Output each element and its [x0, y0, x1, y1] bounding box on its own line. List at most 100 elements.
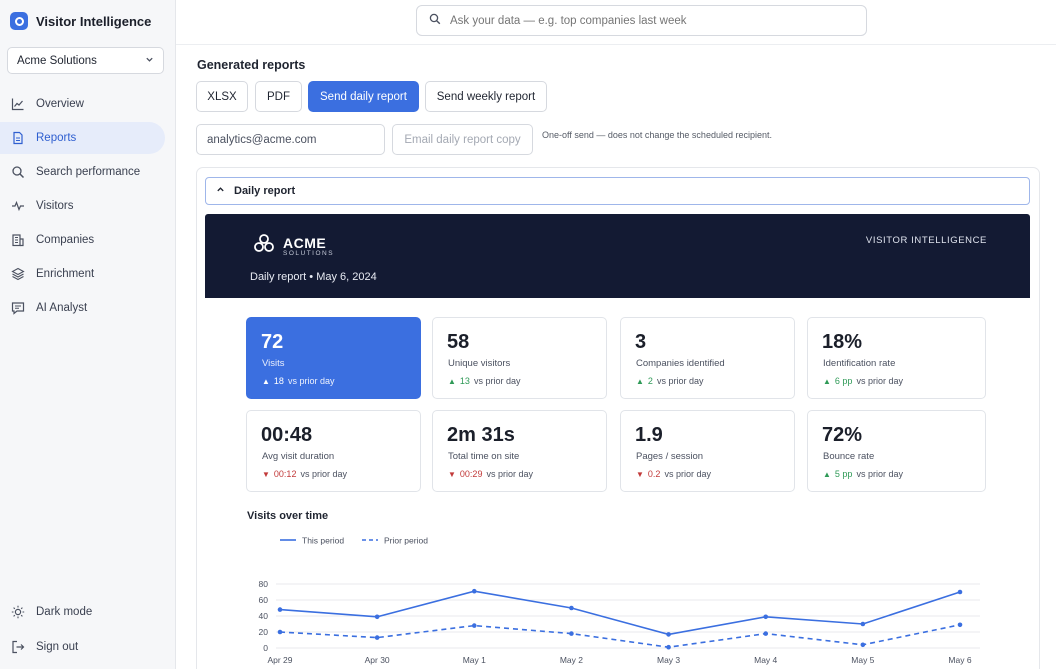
kpi-label: Unique visitors	[448, 358, 511, 369]
kpi-card: 3 Companies identified ▲ 2 vs prior day	[620, 317, 795, 399]
brand[interactable]: Visitor Intelligence	[10, 12, 151, 30]
x-tick-label: May 4	[754, 655, 777, 665]
search-input[interactable]	[450, 14, 830, 27]
report-preview-card	[196, 167, 1040, 669]
kpi-label: Bounce rate	[823, 451, 875, 462]
kpi-delta-value: 2	[647, 376, 653, 386]
data-point	[763, 614, 769, 620]
kpi-card: 00:48 Avg visit duration ▼ 00:12 vs prior da…	[246, 410, 421, 492]
send-weekly-report-button[interactable]: Send weekly report	[425, 81, 547, 112]
header-divider	[176, 44, 1056, 45]
chevron-down-icon	[145, 55, 154, 67]
arrow-down-icon: ▼	[636, 469, 644, 479]
kpi-delta: ▼ 00:29 vs prior day	[448, 469, 533, 479]
data-point	[374, 614, 380, 620]
chart-title: Visits over time	[247, 510, 329, 522]
kpi-delta: ▼ 0.2 vs prior day	[636, 469, 711, 479]
sidebar-item-visitors[interactable]: Visitors	[0, 190, 165, 222]
kpi-label: Visits	[262, 358, 285, 369]
kpi-delta: ▲ 6 pp vs prior day	[823, 376, 903, 386]
chat-icon	[11, 301, 25, 315]
sidebar-nav: Overview Reports Search performance Visi…	[0, 86, 176, 324]
sign-out-button[interactable]: Sign out	[0, 631, 165, 663]
sidebar-item-label: Enrichment	[36, 268, 95, 280]
sidebar-item-enrichment[interactable]: Enrichment	[0, 258, 165, 290]
kpi-value: 18%	[822, 331, 863, 353]
data-point	[569, 631, 574, 636]
sidebar-item-label: Search performance	[36, 166, 141, 178]
org-select[interactable]: Acme Solutions	[7, 47, 164, 74]
report-date: Daily report • May 6, 2024	[250, 271, 377, 283]
dark-mode-toggle[interactable]: Dark mode	[0, 596, 165, 628]
sidebar-item-label: Overview	[36, 98, 84, 110]
data-point	[374, 635, 380, 640]
y-tick-label: 40	[259, 611, 269, 621]
arrow-down-icon: ▼	[448, 469, 456, 479]
send-daily-report-button[interactable]: Send daily report	[308, 81, 419, 112]
kpi-card: 2m 31s Total time on site ▼ 00:29 vs prior d…	[432, 410, 607, 492]
kpi-label: Identification rate	[823, 358, 896, 369]
arrow-up-icon: ▲	[823, 469, 831, 479]
pulse-icon	[11, 199, 25, 213]
kpi-card: 58 Unique visitors ▲ 13 vs prior day	[432, 317, 607, 399]
series-line	[279, 624, 961, 649]
data-point	[666, 632, 671, 637]
arrow-up-icon: ▲	[636, 376, 644, 386]
layers-icon	[11, 267, 25, 281]
kpi-value: 2m 31s	[447, 424, 515, 446]
y-tick-label: 0	[263, 643, 268, 653]
sidebar-item-companies[interactable]: Companies	[0, 224, 165, 256]
kpi-value: 3	[635, 331, 647, 353]
series-line	[279, 590, 961, 636]
kpi-delta-value: 00:29	[459, 469, 483, 479]
pdf-button[interactable]: PDF	[255, 81, 302, 112]
document-icon	[11, 131, 25, 145]
kpi-value: 72%	[822, 424, 863, 446]
line-chart-icon	[11, 97, 25, 111]
kpi-delta-value: 6 pp	[834, 376, 853, 386]
email-daily-report-copy-button[interactable]: Email daily report copy	[392, 124, 533, 155]
search-icon	[429, 13, 441, 28]
data-point	[957, 589, 963, 595]
ask-data-search[interactable]	[416, 5, 867, 36]
sidebar-item-reports[interactable]: Reports	[0, 122, 165, 154]
data-point	[957, 622, 963, 628]
data-point	[666, 644, 671, 650]
building-icon	[11, 233, 25, 247]
kpi-label: Total time on site	[448, 451, 520, 462]
xlsx-button[interactable]: XLSX	[196, 81, 248, 112]
arrow-down-icon: ▼	[262, 469, 270, 479]
kpi-card: 18% Identification rate ▲ 6 pp vs prior day	[807, 317, 986, 399]
generated-reports-title: Generated reports	[197, 58, 306, 72]
sidebar-bottom: Dark mode Sign out	[0, 594, 176, 666]
acme-logo: ACME SOLUTIONS	[252, 232, 334, 261]
legend-label: This period	[302, 536, 344, 546]
data-point	[471, 588, 477, 594]
x-tick-label: Apr 29	[267, 655, 292, 665]
kpi-delta: ▲ 2 vs prior day	[636, 376, 703, 386]
sidebar-item-search-performance[interactable]: Search performance	[0, 156, 165, 188]
x-tick-label: May 1	[463, 655, 486, 665]
data-point	[277, 607, 283, 612]
sign-out-label: Sign out	[36, 641, 79, 653]
sidebar-item-overview[interactable]: Overview	[0, 88, 165, 120]
kpi-delta: ▲ 5 pp vs prior day	[823, 469, 903, 479]
kpi-delta-suffix: vs prior day	[856, 376, 903, 386]
y-tick-label: 60	[259, 595, 269, 605]
data-point	[763, 631, 769, 636]
x-tick-label: May 6	[948, 655, 971, 665]
kpi-delta-value: 00:12	[273, 469, 297, 479]
arrow-up-icon: ▲	[823, 376, 831, 386]
chevron-up-icon	[216, 185, 225, 197]
visits-over-time-chart: This period Prior period 0 20 40 60 80 Apr 29 Ap…	[259, 536, 980, 665]
kpi-value: 1.9	[635, 424, 663, 446]
kpi-label: Pages / session	[636, 451, 704, 462]
data-point	[277, 629, 283, 635]
sign-out-icon	[11, 640, 25, 654]
sidebar: Visitor Intelligence Acme Solutions Over…	[0, 0, 176, 669]
daily-report-toggle[interactable]: Daily report	[205, 177, 1030, 205]
kpi-delta-suffix: vs prior day	[656, 376, 704, 386]
sun-icon	[11, 605, 25, 619]
recipient-email-field[interactable]	[196, 124, 385, 155]
sidebar-item-ai-analyst[interactable]: AI Analyst	[0, 292, 165, 324]
